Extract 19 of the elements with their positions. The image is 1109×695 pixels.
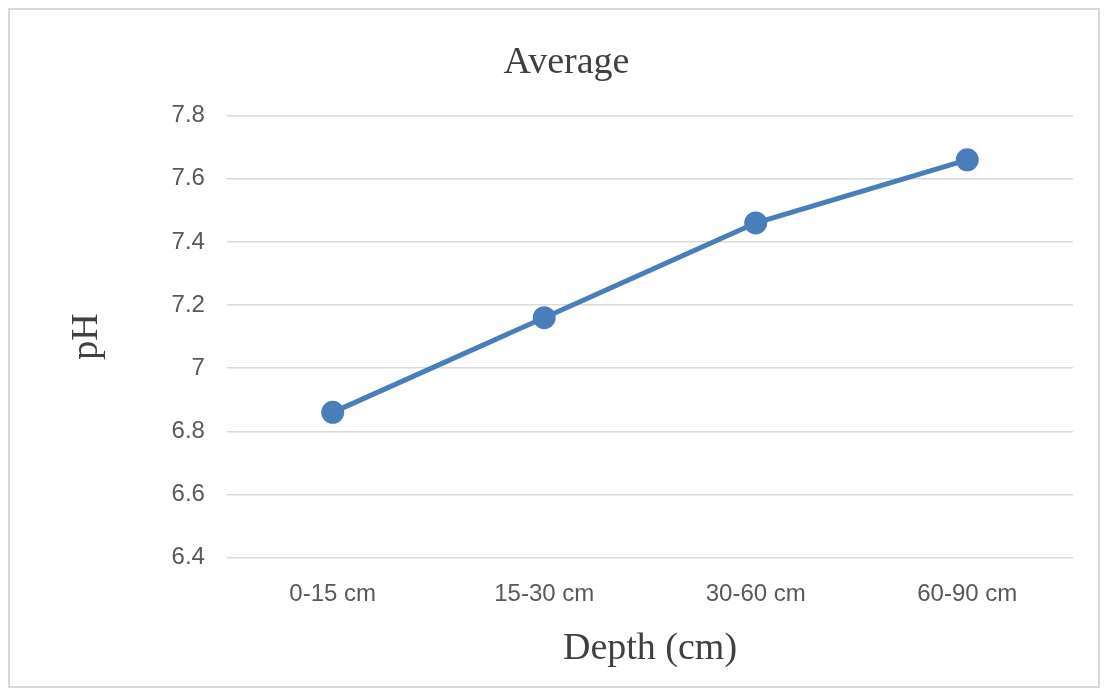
point [955,148,979,172]
x-tick-label: 0-15 cm [289,578,377,606]
y-tick-label: 6.4 [171,542,205,570]
y-tick-label: 7.2 [171,289,205,317]
y-tick-label: 7.6 [171,163,205,191]
x-tick-label: 30-60 cm [705,578,806,606]
x-axis-title: Depth (cm) [562,625,738,669]
y-tick-label: 6.8 [171,415,205,443]
y-tick-label: 7 [191,352,205,380]
x-tick-label: 60-90 cm [917,578,1018,606]
y-axis-title: pH [62,313,105,360]
y-tick-label: 7.8 [171,100,205,128]
chart-title: Average [503,38,630,81]
point [532,306,556,330]
y-tick-label: 6.6 [171,479,205,507]
point [744,211,768,235]
x-tick-label: 15-30 cm [494,578,595,606]
point [321,400,345,424]
y-tick-label: 7.4 [171,226,205,254]
